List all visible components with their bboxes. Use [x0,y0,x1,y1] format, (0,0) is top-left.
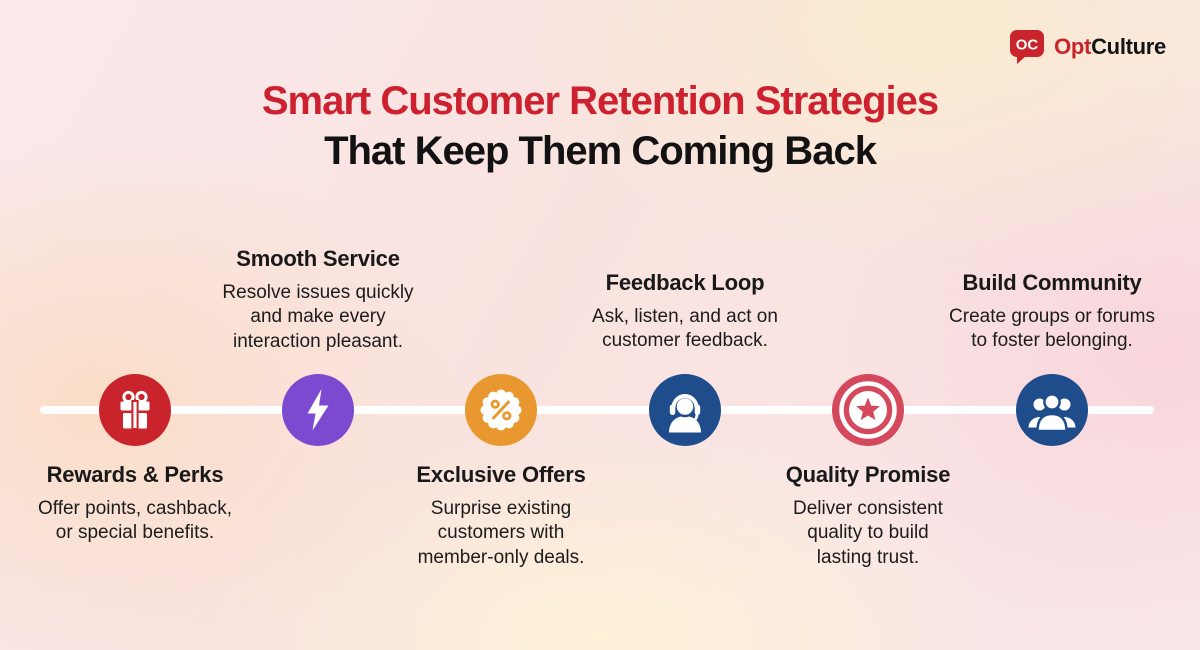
title-line-2: That Keep Them Coming Back [324,129,877,173]
item-description: Deliver consistent quality to build last… [793,498,943,568]
timeline-line [40,406,1154,414]
item-title: Exclusive Offers [416,462,586,487]
label-smooth-service: Smooth Service Resolve issues quickly an… [198,246,438,354]
item-description: Create groups or forums to foster belong… [949,306,1155,352]
item-title: Rewards & Perks [46,462,224,487]
item-description: Ask, listen, and act on customer feedbac… [592,306,778,352]
brand-name: OptCulture [1054,34,1166,60]
label-build-community: Build Community Create groups or forums … [932,270,1172,354]
logo-bubble-text: OC [1016,37,1039,54]
headset-agent-icon [649,374,721,446]
item-title: Smooth Service [236,246,400,271]
percent-badge-icon [465,374,537,446]
label-rewards-perks: Rewards & Perks Offer points, cashback, … [15,462,255,546]
item-description: Surprise existing customers with member-… [417,498,585,568]
label-quality-promise: Quality Promise Deliver consistent quali… [748,462,988,570]
brand-name-culture: Culture [1091,34,1166,59]
item-title: Feedback Loop [605,270,765,295]
item-title: Quality Promise [785,462,951,487]
optculture-logo: OC OptCulture [1007,27,1166,67]
lightning-icon [282,374,354,446]
people-group-icon [1016,374,1088,446]
gift-icon [99,374,171,446]
label-feedback-loop: Feedback Loop Ask, listen, and act on cu… [565,270,805,354]
title-line-1: Smart Customer Retention Strategies [261,79,939,123]
star-badge-icon [832,374,904,446]
page-title: Smart Customer Retention Strategies That… [0,76,1200,176]
brand-name-opt: Opt [1054,34,1092,59]
optculture-logo-icon: OC [1010,30,1045,64]
item-title: Build Community [962,270,1142,295]
label-exclusive-offers: Exclusive Offers Surprise existing custo… [381,462,621,570]
item-description: Resolve issues quickly and make every in… [222,282,414,352]
item-description: Offer points, cashback, or special benef… [38,498,232,544]
